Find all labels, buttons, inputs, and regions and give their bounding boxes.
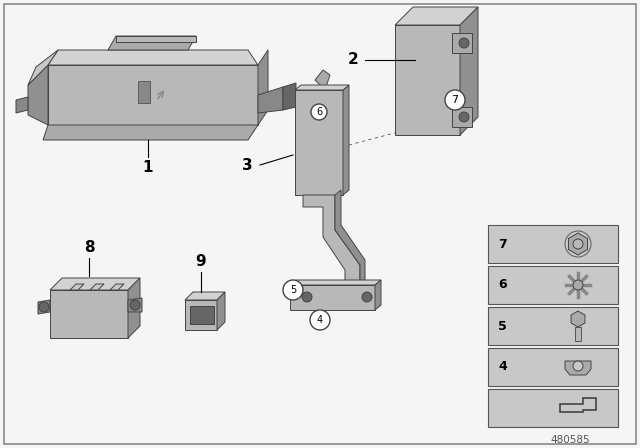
Circle shape xyxy=(445,90,465,110)
Polygon shape xyxy=(110,284,124,290)
Polygon shape xyxy=(395,25,460,135)
Bar xyxy=(488,225,618,263)
Bar xyxy=(488,389,618,427)
Polygon shape xyxy=(452,33,472,53)
Polygon shape xyxy=(343,85,349,195)
Polygon shape xyxy=(116,36,196,42)
Circle shape xyxy=(573,361,583,371)
Polygon shape xyxy=(217,292,225,330)
Text: 4: 4 xyxy=(498,361,507,374)
Polygon shape xyxy=(295,90,343,195)
Text: 480585: 480585 xyxy=(550,435,590,445)
Polygon shape xyxy=(90,284,104,290)
Bar xyxy=(488,348,618,386)
Polygon shape xyxy=(565,361,591,375)
Polygon shape xyxy=(138,81,150,103)
Polygon shape xyxy=(50,278,140,290)
Text: 6: 6 xyxy=(498,279,507,292)
Polygon shape xyxy=(303,195,360,285)
Polygon shape xyxy=(315,70,330,90)
Polygon shape xyxy=(258,87,283,113)
Text: 7: 7 xyxy=(498,237,507,250)
Polygon shape xyxy=(290,280,381,285)
Polygon shape xyxy=(568,233,588,255)
Polygon shape xyxy=(28,50,58,85)
Polygon shape xyxy=(185,300,217,330)
Polygon shape xyxy=(38,300,50,314)
Polygon shape xyxy=(16,97,28,113)
Circle shape xyxy=(573,239,583,249)
Text: 1: 1 xyxy=(143,159,153,175)
Polygon shape xyxy=(335,190,365,285)
Polygon shape xyxy=(28,65,48,125)
Polygon shape xyxy=(128,278,140,338)
Polygon shape xyxy=(460,7,478,135)
Circle shape xyxy=(39,302,49,312)
Text: 2: 2 xyxy=(348,52,358,68)
Circle shape xyxy=(311,104,327,120)
Circle shape xyxy=(362,292,372,302)
Circle shape xyxy=(283,280,303,300)
Polygon shape xyxy=(128,298,142,312)
Circle shape xyxy=(459,112,469,122)
Bar xyxy=(488,307,618,345)
Bar xyxy=(488,266,618,304)
Text: 7: 7 xyxy=(451,95,459,105)
Text: 9: 9 xyxy=(196,254,206,270)
Polygon shape xyxy=(108,36,196,50)
Polygon shape xyxy=(43,125,258,140)
Polygon shape xyxy=(571,311,585,327)
Polygon shape xyxy=(48,65,258,125)
Polygon shape xyxy=(452,107,472,127)
Text: 8: 8 xyxy=(84,241,94,255)
Polygon shape xyxy=(70,284,84,290)
Circle shape xyxy=(459,38,469,48)
Polygon shape xyxy=(50,290,128,338)
Polygon shape xyxy=(290,285,375,310)
Circle shape xyxy=(310,310,330,330)
Polygon shape xyxy=(185,292,225,300)
Polygon shape xyxy=(258,50,268,125)
Polygon shape xyxy=(395,7,478,25)
Polygon shape xyxy=(190,306,214,324)
Text: 5: 5 xyxy=(290,285,296,295)
Text: 4: 4 xyxy=(317,315,323,325)
Circle shape xyxy=(130,300,140,310)
Polygon shape xyxy=(283,83,296,110)
Text: 5: 5 xyxy=(498,319,507,332)
Text: 6: 6 xyxy=(316,107,322,117)
Polygon shape xyxy=(295,85,349,90)
Circle shape xyxy=(302,292,312,302)
Text: 3: 3 xyxy=(242,158,252,172)
Bar xyxy=(575,327,581,341)
Polygon shape xyxy=(48,50,258,65)
Circle shape xyxy=(573,280,583,290)
Polygon shape xyxy=(375,280,381,310)
